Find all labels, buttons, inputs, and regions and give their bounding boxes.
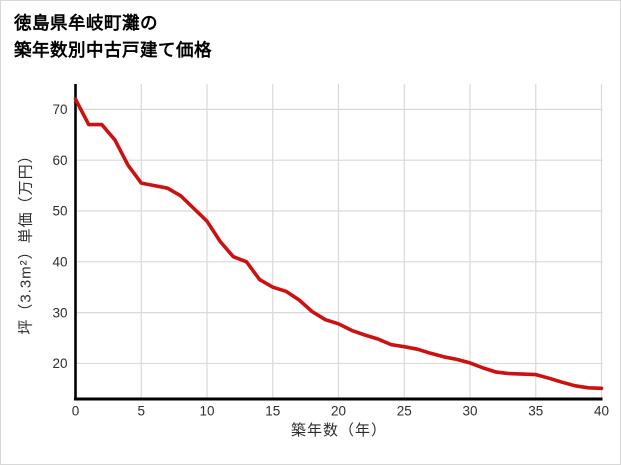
y-tick-label: 50	[52, 204, 67, 219]
x-tick-label: 5	[137, 404, 145, 419]
y-tick-label: 60	[52, 153, 67, 168]
chart-title-line1: 徳島県牟岐町灘の	[14, 13, 158, 33]
x-axis-label: 築年数（年）	[290, 422, 387, 439]
x-tick-label: 0	[72, 404, 80, 419]
chart-title-line2: 築年数別中古戸建て価格	[14, 40, 212, 60]
price-line	[73, 97, 604, 391]
x-tick-label: 25	[397, 404, 412, 419]
x-tick-label: 40	[594, 404, 609, 419]
x-tick-label: 15	[265, 404, 280, 419]
y-tick-label: 20	[52, 356, 67, 371]
y-axis-label: 坪（3.3m²）単価（万円）	[17, 147, 35, 335]
y-tick-label: 30	[52, 305, 67, 320]
y-tick-label: 40	[52, 255, 67, 270]
x-tick-label: 20	[331, 404, 346, 419]
chart-title: 徳島県牟岐町灘の 築年数別中古戸建て価格	[14, 10, 212, 64]
x-tick-label: 30	[462, 404, 477, 419]
x-tick-label: 10	[199, 404, 214, 419]
x-tick-label: 35	[528, 404, 543, 419]
y-tick-label: 70	[52, 102, 67, 117]
